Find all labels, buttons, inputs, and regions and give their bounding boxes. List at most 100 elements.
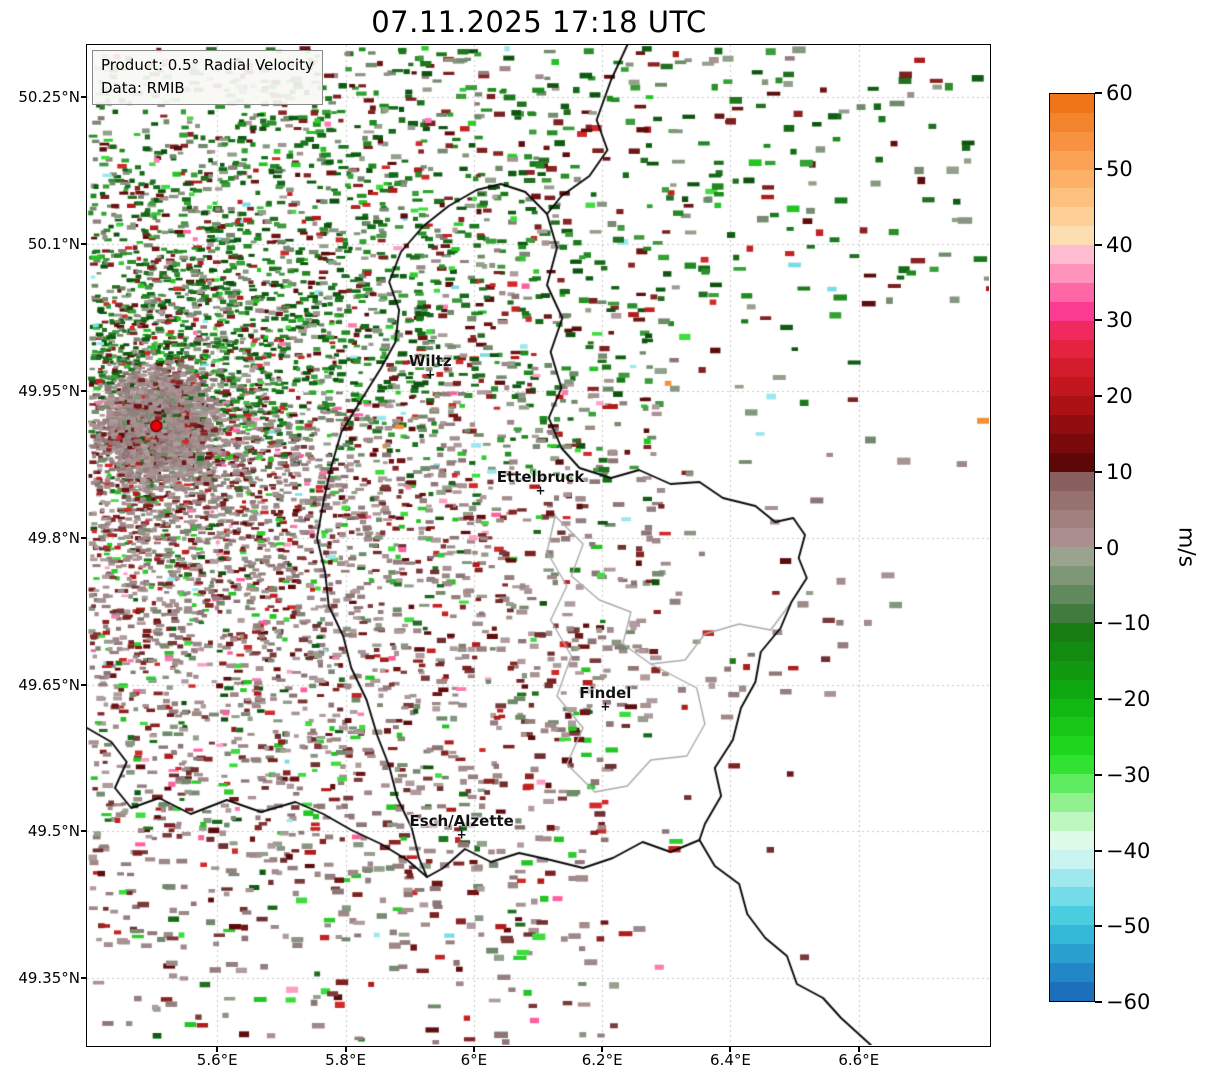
colorbar-tickmark <box>1095 546 1102 549</box>
colorbar-segment <box>1050 962 1094 982</box>
colorbar-segment <box>1050 150 1094 170</box>
lat-axis-tickmark <box>81 977 86 980</box>
colorbar-tickmark <box>1095 698 1102 700</box>
lat-tick-label: 50.25°N <box>18 87 80 106</box>
colorbar-tick-label: −10 <box>1106 611 1151 636</box>
colorbar-tick-label: 20 <box>1106 384 1133 408</box>
colorbar-tickmark <box>1095 1001 1102 1003</box>
colorbar-segment <box>1050 434 1094 453</box>
city-marker: + <box>456 827 467 842</box>
lon-tick-label: 6.2°E <box>581 1051 623 1069</box>
city-marker: + <box>600 699 611 714</box>
colorbar-segment <box>1050 547 1094 567</box>
colorbar-segment <box>1050 245 1094 265</box>
lon-axis-tickmark <box>216 1047 219 1052</box>
lon-axis-tickmark <box>472 1047 475 1052</box>
colorbar-tick-label: 60 <box>1106 81 1133 105</box>
colorbar-segment <box>1050 131 1094 151</box>
lat-axis-tickmark <box>81 389 86 392</box>
colorbar-tickmark <box>1095 622 1102 625</box>
city-label: Findel <box>579 684 632 703</box>
colorbar-segment <box>1050 415 1094 435</box>
colorbar-segment <box>1050 792 1094 812</box>
lat-tick-label: 49.95°N <box>18 381 80 400</box>
colorbar-segment <box>1050 906 1094 926</box>
city-marker: + <box>535 482 546 497</box>
colorbar-tick-label: 10 <box>1106 459 1133 484</box>
colorbar-segment <box>1050 471 1094 491</box>
product-info-box: Product: 0.5° Radial Velocity Data: RMIB <box>92 50 323 105</box>
city-label: Ettelbruck <box>496 467 585 486</box>
colorbar-tick-label: 30 <box>1106 308 1133 333</box>
colorbar-segment <box>1050 396 1094 416</box>
colorbar-tick-label: 0 <box>1106 535 1120 560</box>
colorbar-segment <box>1050 641 1094 661</box>
lat-axis-tickmark <box>81 242 86 245</box>
colorbar-tickmark <box>1095 470 1102 473</box>
lon-tick-label: 6.4°E <box>710 1051 751 1069</box>
lat-axis-tickmark <box>81 536 86 539</box>
lat-tick-label: 49.35°N <box>18 969 80 988</box>
colorbar-segment <box>1050 452 1094 472</box>
colorbar-tickmark <box>1095 395 1102 397</box>
colorbar-segment <box>1050 944 1094 963</box>
colorbar-segment <box>1050 830 1094 850</box>
lon-tick-label: 5.6°E <box>196 1051 238 1069</box>
colorbar-segment <box>1050 925 1094 945</box>
colorbar-tickmark <box>1095 167 1102 170</box>
lon-axis-tickmark <box>857 1047 860 1052</box>
colorbar-segment <box>1050 226 1094 246</box>
colorbar-tick-label: −50 <box>1106 914 1151 939</box>
colorbar-segment <box>1050 112 1094 132</box>
colorbar-segment <box>1050 717 1094 737</box>
radar-map-canvas <box>87 45 989 1045</box>
colorbar-tickmark <box>1095 925 1102 928</box>
colorbar-segment <box>1050 282 1094 302</box>
city-label: Esch/Alzette <box>409 812 514 831</box>
colorbar-tick-label: −20 <box>1106 687 1151 711</box>
colorbar-segment <box>1050 169 1094 189</box>
lon-axis-tickmark <box>729 1047 732 1052</box>
colorbar-segment <box>1050 490 1094 510</box>
colorbar-segment <box>1050 528 1094 548</box>
colorbar-tickmark <box>1095 92 1102 94</box>
colorbar-unit-label: m/s <box>1173 526 1199 568</box>
colorbar-segment <box>1050 679 1094 699</box>
data-source-label: Data: RMIB <box>101 78 185 97</box>
city-label: Wiltz <box>408 352 452 371</box>
figure-title: 07.11.2025 17:18 UTC <box>371 5 707 39</box>
colorbar-segment <box>1050 207 1094 227</box>
colorbar-segment <box>1050 320 1094 340</box>
colorbar-segment <box>1050 264 1094 283</box>
colorbar-segment <box>1050 566 1094 586</box>
colorbar-segment <box>1050 509 1094 529</box>
colorbar-segment <box>1050 585 1094 605</box>
colorbar-segment <box>1050 774 1094 793</box>
lon-tick-label: 6°E <box>460 1051 488 1069</box>
colorbar-segment <box>1050 698 1094 718</box>
lon-axis-tickmark <box>344 1047 347 1052</box>
colorbar-segment <box>1050 755 1094 775</box>
colorbar-segment <box>1050 736 1094 756</box>
colorbar-tickmark <box>1095 319 1102 322</box>
colorbar-segment <box>1050 868 1094 888</box>
colorbar-segment <box>1050 188 1094 208</box>
lon-tick-label: 6.6°E <box>838 1051 880 1069</box>
colorbar-tick-label: −40 <box>1106 838 1151 863</box>
map-plot: Product: 0.5° Radial Velocity Data: RMIB… <box>86 44 991 1047</box>
lon-tick-label: 5.8°E <box>325 1051 366 1069</box>
colorbar-segment <box>1050 660 1094 680</box>
lon-axis-tickmark <box>601 1047 604 1052</box>
colorbar <box>1049 93 1095 1002</box>
colorbar-tick-label: −30 <box>1106 762 1151 787</box>
colorbar-segment <box>1050 622 1094 642</box>
colorbar-tickmark <box>1095 849 1102 852</box>
city-marker: + <box>425 367 436 382</box>
colorbar-segment <box>1050 849 1094 869</box>
colorbar-segment <box>1050 94 1094 113</box>
colorbar-tick-label: 40 <box>1106 232 1133 257</box>
colorbar-segment <box>1050 377 1094 397</box>
lat-tick-label: 50.1°N <box>27 234 80 253</box>
colorbar-tick-label: 50 <box>1106 156 1133 181</box>
